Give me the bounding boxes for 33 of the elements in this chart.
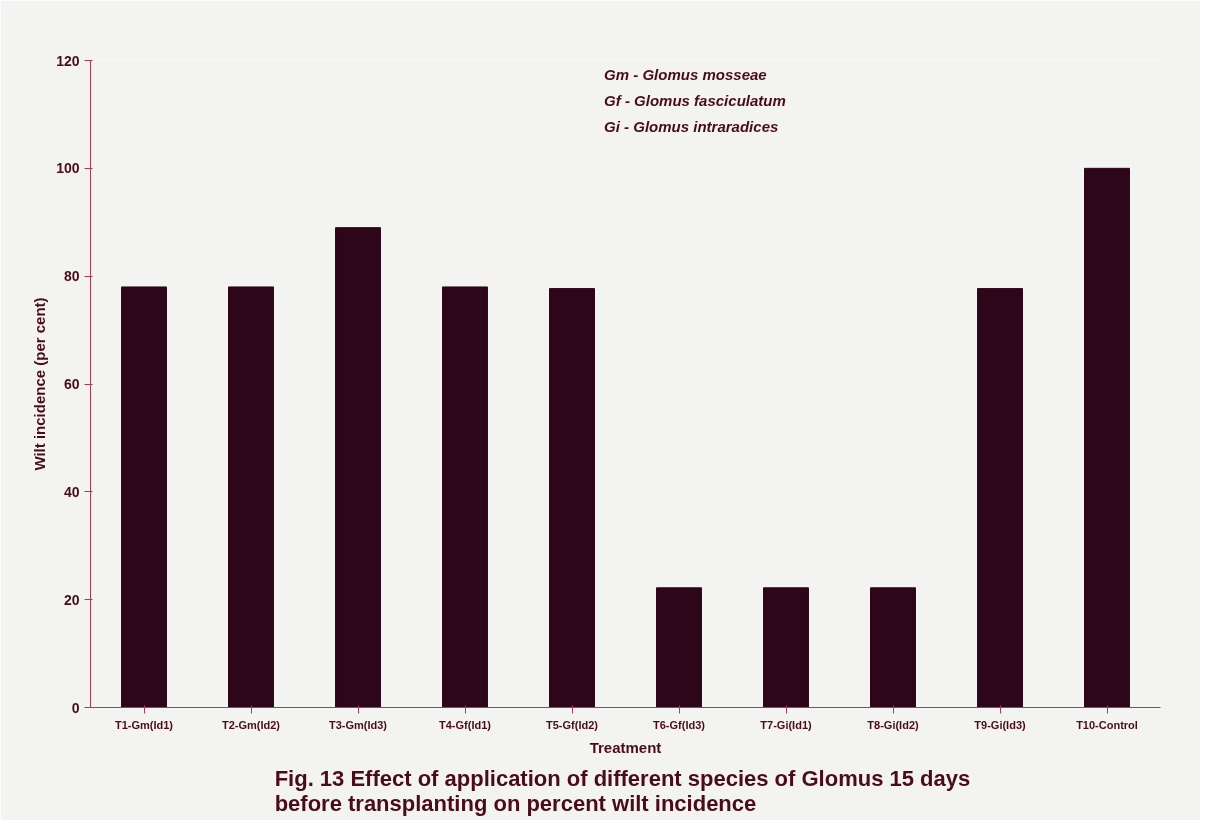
y-axis-title: Wilt incidence (per cent) (31, 297, 49, 471)
x-tick-label: T9-Gi(Id3) (974, 718, 1026, 731)
annotation: Gi - Glomus intraradices (604, 117, 779, 135)
y-tick-label: 0 (71, 699, 80, 716)
bar (656, 587, 702, 708)
y-tick-label: 80 (63, 268, 80, 285)
x-tick-label: T5-Gf(Id2) (546, 718, 599, 731)
bar (977, 288, 1023, 708)
x-tick-label: T10-Control (1076, 718, 1138, 731)
bar (549, 288, 595, 708)
bar (121, 286, 167, 708)
x-axis-title: Treatment (589, 738, 662, 756)
bar (870, 587, 916, 708)
y-tick-label: 40 (63, 483, 80, 500)
y-tick-label: 120 (56, 52, 80, 69)
bar (442, 286, 488, 708)
y-tick-label: 60 (63, 376, 80, 392)
x-tick-label: T4-Gf(Id1) (439, 718, 492, 731)
y-tick-label: 20 (63, 591, 80, 608)
text: Fig. 13 Effect of application of different species of Glomus 15 days before transplanting on percent wilt incidence (274, 765, 971, 816)
bar (335, 227, 381, 708)
bar (763, 587, 809, 708)
x-tick-label: T1-Gm(Id1) (114, 718, 174, 731)
x-tick-label: T3-Gm(Id3) (328, 718, 388, 731)
x-tick-label: T8-Gi(Id2) (867, 718, 919, 731)
x-tick-label: T2-Gm(Id2) (221, 718, 281, 731)
y-tick-label: 100 (56, 160, 80, 177)
annotation: Gm - Glomus mosseae (604, 65, 767, 83)
bar (228, 286, 274, 708)
x-tick-label: T6-Gf(Id3) (653, 718, 706, 731)
bar (1084, 167, 1130, 708)
annotation: Gf - Glomus fasciculatum (604, 91, 786, 109)
x-tick-label: T7-Gi(Id1) (760, 718, 812, 731)
